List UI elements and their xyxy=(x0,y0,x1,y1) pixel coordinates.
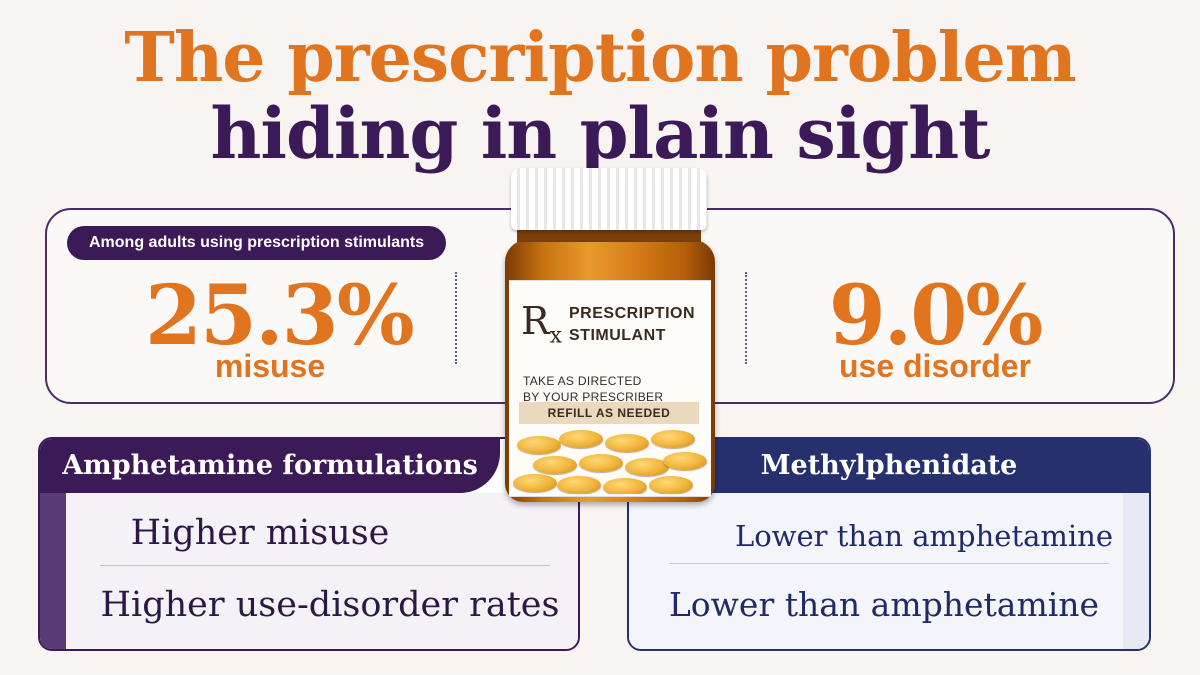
bottle-cap xyxy=(511,168,707,230)
pill-tablet xyxy=(517,436,561,454)
amphetamine-panel: Amphetamine formulations Higher misuse H… xyxy=(38,437,580,651)
pill-tablet xyxy=(651,430,695,448)
title-line-1: The prescription problem xyxy=(124,18,1077,98)
bottle-pills xyxy=(513,426,707,494)
panel-accent-stripe xyxy=(40,493,66,649)
pill-tablet xyxy=(559,430,603,448)
pill-tablet xyxy=(605,434,649,452)
disorder-value: 9.0% xyxy=(828,268,1044,364)
methylphenidate-heading: Methylphenidate xyxy=(629,439,1149,493)
population-pill: Among adults using prescription stimulan… xyxy=(67,226,447,260)
rx-symbol: Rx xyxy=(521,299,563,349)
disorder-label: use disorder xyxy=(838,348,1032,384)
pill-tablet xyxy=(663,452,707,470)
pill-tablet xyxy=(625,458,669,476)
row-divider xyxy=(669,563,1109,564)
amphetamine-row-disorder: Higher use-disorder rates xyxy=(100,585,560,625)
pill-tablet xyxy=(579,454,623,472)
methylphenidate-row-misuse: Lower than amphetamine xyxy=(734,519,1114,553)
label-title: PRESCRIPTION STIMULANT xyxy=(569,305,696,344)
label-directions: TAKE AS DIRECTED BY YOUR PRESCRIBER xyxy=(523,374,664,404)
pill-tablet xyxy=(533,456,577,474)
panel-body xyxy=(629,493,1123,649)
refill-band: REFILL AS NEEDED xyxy=(519,402,699,424)
prescription-bottle-icon: Rx PRESCRIPTION STIMULANT TAKE AS DIRECT… xyxy=(505,168,715,503)
bottle-neck xyxy=(517,228,701,242)
pill-tablet xyxy=(557,476,601,494)
amphetamine-row-misuse: Higher misuse xyxy=(130,513,390,553)
amphetamine-heading: Amphetamine formulations xyxy=(40,439,500,493)
title-line-2: hiding in plain sight xyxy=(210,92,990,175)
right-divider xyxy=(745,272,747,364)
misuse-value: 25.3% xyxy=(145,268,415,364)
pill-tablet xyxy=(513,474,557,492)
row-divider xyxy=(100,565,550,566)
misuse-label: misuse xyxy=(214,348,326,384)
panel-accent-stripe xyxy=(1123,493,1149,649)
panel-body xyxy=(66,493,578,649)
left-divider xyxy=(455,272,457,364)
pill-tablet xyxy=(603,478,647,494)
pill-tablet xyxy=(649,476,693,494)
methylphenidate-row-disorder: Lower than amphetamine xyxy=(668,585,1100,624)
